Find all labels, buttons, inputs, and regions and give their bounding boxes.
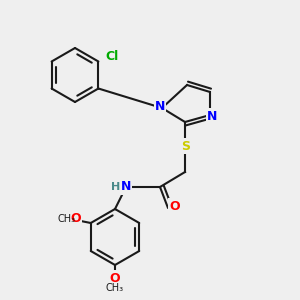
Text: O: O: [170, 200, 180, 212]
Text: N: N: [155, 100, 165, 113]
Text: N: N: [207, 110, 217, 122]
Text: CH₃: CH₃: [106, 283, 124, 293]
Text: Cl: Cl: [106, 50, 119, 63]
Text: CH₃: CH₃: [58, 214, 76, 224]
Text: O: O: [70, 212, 81, 226]
Text: N: N: [121, 181, 131, 194]
Text: S: S: [182, 140, 190, 152]
Text: H: H: [111, 182, 121, 192]
Text: O: O: [110, 272, 120, 284]
